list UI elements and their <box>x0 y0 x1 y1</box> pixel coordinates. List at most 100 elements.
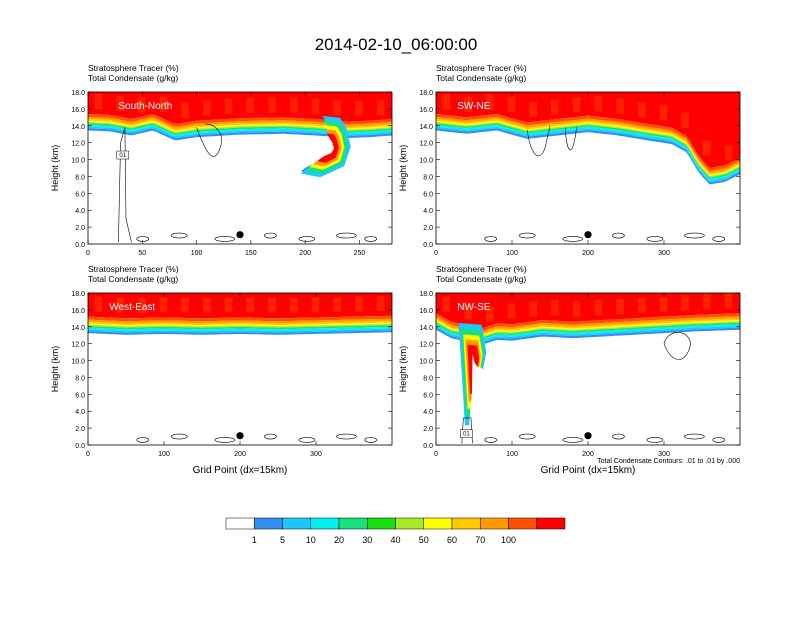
colorbar-label: 50 <box>419 535 429 545</box>
location-marker <box>584 231 592 239</box>
colorbar-label: 5 <box>280 535 285 545</box>
tracer-texture <box>311 98 320 114</box>
y-tick-label: 18.0 <box>71 291 85 298</box>
tracer-band-7 <box>88 326 392 331</box>
tracer-band-5 <box>88 323 392 328</box>
location-marker <box>584 432 592 440</box>
y-tick-label: 6.0 <box>75 392 85 399</box>
condensate-contour <box>336 433 357 440</box>
y-tick-label: 12.0 <box>71 342 85 349</box>
colorbar-label: 1 <box>252 535 257 545</box>
tracer-texture <box>159 297 168 313</box>
tracer-band-2 <box>88 116 392 129</box>
contour-label: 01 <box>463 432 470 438</box>
x-tick-label: 300 <box>658 250 670 257</box>
condensate-contour <box>136 437 150 443</box>
tracer-texture <box>681 112 689 128</box>
panel-west-east: Stratosphere Tracer (%)Total Condensate … <box>50 264 393 476</box>
y-tick-label: 8.0 <box>75 174 85 181</box>
tracer-texture <box>203 100 211 116</box>
colorbar-label: 30 <box>362 535 372 545</box>
plot-frame <box>87 91 393 245</box>
y-tick-label: 4.0 <box>423 409 433 416</box>
condensate-contour <box>562 437 584 443</box>
y-tick-label: 14.0 <box>71 325 85 332</box>
colorbar-label: 40 <box>390 535 400 545</box>
tracer-band-9 <box>88 128 392 141</box>
x-tick-label: 200 <box>582 451 594 458</box>
panel-condensate-label: Total Condensate (g/kg) <box>436 274 526 284</box>
y-tick-label: 6.0 <box>423 191 433 198</box>
y-axis-label: Height (km) <box>50 346 60 393</box>
tracer-texture <box>116 297 124 313</box>
x-tick-label: 100 <box>506 250 518 257</box>
colorbar-swatch <box>423 517 453 530</box>
tracer-texture <box>659 296 668 312</box>
tracer-texture <box>376 99 385 116</box>
tracer-texture <box>464 96 472 113</box>
tracer-band-3 <box>88 320 392 326</box>
y-tick-label: 12.0 <box>419 342 433 349</box>
condensate-contour <box>612 433 625 440</box>
tracer-band-1 <box>436 114 740 171</box>
tracer-texture <box>572 301 581 317</box>
location-marker <box>236 231 244 239</box>
tracer-texture <box>616 98 624 114</box>
condensate-contour <box>136 236 150 242</box>
tracer-texture <box>94 93 103 110</box>
condensate-contour <box>298 437 316 443</box>
tracer-texture <box>464 304 472 320</box>
x-tick-label: 0 <box>434 250 438 257</box>
tracer-band-2 <box>436 116 740 174</box>
x-tick-label: 300 <box>658 451 670 458</box>
tracer-texture <box>594 300 603 316</box>
tracer-texture <box>224 297 233 313</box>
y-tick-label: 8.0 <box>423 174 433 181</box>
y-tick-label: 0.0 <box>423 242 433 249</box>
tracer-texture <box>703 294 711 310</box>
tracer-texture <box>289 297 298 314</box>
condensate-contour <box>562 236 584 242</box>
tracer-band-1 <box>436 313 740 331</box>
x-tick-label: 0 <box>86 451 90 458</box>
colorbar-swatch <box>395 517 424 530</box>
contour-label: 01 <box>119 153 126 159</box>
tracer-texture <box>485 306 494 322</box>
panel-nw-se: Stratosphere Tracer (%)Total Condensate … <box>398 264 741 476</box>
section-label: SW-NE <box>457 101 490 112</box>
tracer-texture <box>529 101 537 118</box>
condensate-contour <box>336 232 357 239</box>
tracer-band-1 <box>88 315 392 322</box>
tracer-band-6 <box>88 123 392 135</box>
y-tick-label: 4.0 <box>75 409 85 416</box>
tracer-texture <box>551 300 559 316</box>
tracer-band-2 <box>88 318 392 324</box>
colorbar-swatch <box>508 517 537 530</box>
condensate-contour <box>484 437 498 443</box>
section-label: South-North <box>118 101 172 112</box>
colorbar-label: 10 <box>306 535 316 545</box>
colorbar-label: 70 <box>475 535 485 545</box>
tracer-texture <box>181 102 189 119</box>
condensate-contour <box>196 123 222 157</box>
tracer-texture <box>724 145 733 161</box>
tracer-band-3 <box>436 318 740 335</box>
tracer-texture <box>529 301 537 317</box>
y-tick-label: 0.0 <box>75 443 85 450</box>
tracer-texture <box>551 99 559 115</box>
tracer-band-9 <box>436 128 740 185</box>
y-tick-label: 10.0 <box>71 359 85 366</box>
colorbar: 1 5 10 20 30 40 50 60 70 100 <box>225 517 566 545</box>
y-tick-label: 6.0 <box>75 191 85 198</box>
panel-sw-ne: Stratosphere Tracer (%)Total Condensate … <box>398 63 741 257</box>
colorbar-label: 60 <box>447 535 457 545</box>
y-tick-label: 12.0 <box>71 141 85 148</box>
x-tick-label: 100 <box>506 451 518 458</box>
section-label: West-East <box>109 302 155 313</box>
intrusion-layer-5 <box>317 133 339 163</box>
y-tick-label: 18.0 <box>419 90 433 97</box>
tracer-band-8 <box>88 126 392 139</box>
colorbar-swatch <box>451 517 481 530</box>
tracer-band-3 <box>88 119 392 131</box>
